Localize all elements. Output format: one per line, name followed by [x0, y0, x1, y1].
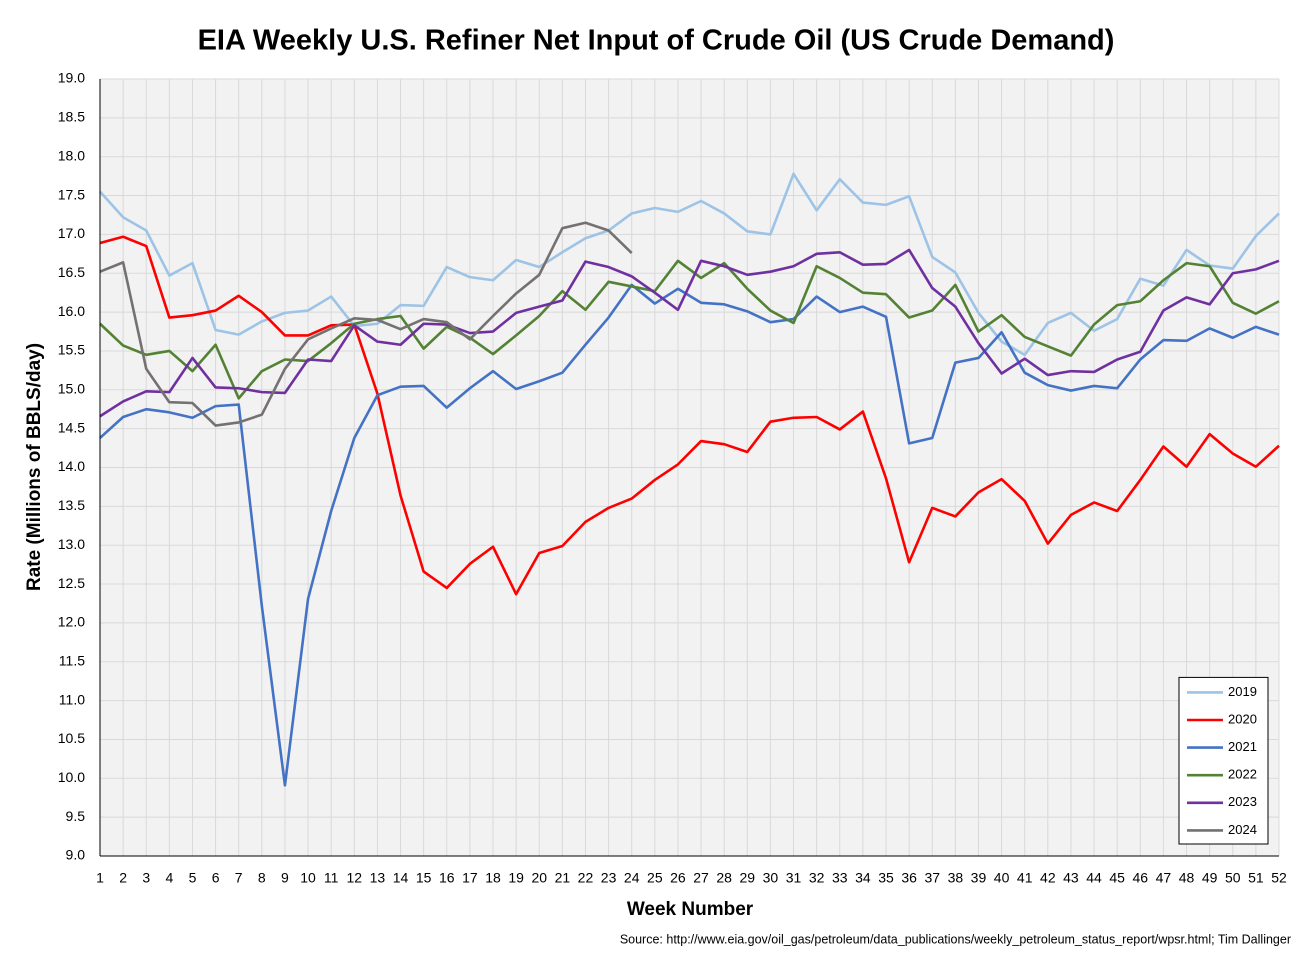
- x-tick-label: 14: [393, 870, 409, 886]
- x-tick-label: 46: [1133, 870, 1149, 886]
- x-tick-label: 35: [878, 870, 894, 886]
- x-tick-label: 38: [948, 870, 964, 886]
- legend-label: 2021: [1228, 739, 1257, 754]
- y-tick-label: 15.5: [58, 342, 85, 358]
- x-tick-label: 8: [258, 870, 266, 886]
- x-tick-label: 17: [462, 870, 478, 886]
- y-tick-label: 13.5: [58, 497, 85, 513]
- x-tick-label: 51: [1248, 870, 1264, 886]
- y-tick-label: 9.0: [66, 847, 86, 863]
- x-tick-label: 4: [165, 870, 173, 886]
- x-tick-label: 5: [189, 870, 197, 886]
- y-tick-label: 9.5: [66, 808, 86, 824]
- x-tick-label: 9: [281, 870, 289, 886]
- x-tick-label: 13: [370, 870, 386, 886]
- x-tick-label: 10: [300, 870, 316, 886]
- x-tick-label: 52: [1271, 870, 1287, 886]
- y-tick-label: 18.0: [58, 147, 85, 163]
- x-tick-label: 2: [119, 870, 127, 886]
- x-tick-label: 25: [647, 870, 663, 886]
- legend-box: [1178, 676, 1269, 845]
- x-tick-label: 39: [971, 870, 987, 886]
- x-tick-label: 42: [1040, 870, 1056, 886]
- y-tick-label: 14.0: [58, 458, 85, 474]
- y-tick-label: 10.0: [58, 769, 85, 785]
- series-line: [99, 221, 633, 427]
- y-tick-label: 18.5: [58, 109, 85, 125]
- x-tick-label: 18: [485, 870, 501, 886]
- x-tick-label: 12: [347, 870, 363, 886]
- x-tick-label: 33: [832, 870, 848, 886]
- x-tick-label: 26: [670, 870, 686, 886]
- y-tick-label: 17.5: [58, 186, 85, 202]
- x-tick-label: 7: [235, 870, 243, 886]
- x-tick-label: 23: [601, 870, 617, 886]
- x-tick-label: 45: [1109, 870, 1125, 886]
- y-tick-label: 12.5: [58, 575, 85, 591]
- x-tick-label: 28: [716, 870, 732, 886]
- y-axis-title: Rate (Millions of BBLS/day): [24, 343, 45, 591]
- series-line: [99, 172, 1280, 357]
- legend-label: 2024: [1228, 822, 1257, 837]
- x-tick-label: 31: [786, 870, 802, 886]
- x-tick-label: 3: [142, 870, 150, 886]
- x-tick-label: 50: [1225, 870, 1241, 886]
- x-tick-label: 43: [1063, 870, 1079, 886]
- y-tick-label: 14.5: [58, 419, 85, 435]
- legend-label: 2022: [1228, 767, 1257, 782]
- x-tick-label: 47: [1156, 870, 1172, 886]
- x-tick-label: 34: [855, 870, 871, 886]
- legend-label: 2020: [1228, 711, 1257, 726]
- x-tick-label: 49: [1202, 870, 1218, 886]
- x-tick-label: 24: [624, 870, 640, 886]
- y-tick-label: 16.5: [58, 264, 85, 280]
- y-tick-label: 11.0: [59, 691, 85, 707]
- x-tick-label: 1: [96, 870, 104, 886]
- y-tick-label: 17.0: [58, 225, 85, 241]
- series-line: [99, 235, 1280, 596]
- x-tick-label: 15: [416, 870, 432, 886]
- x-tick-label: 41: [1017, 870, 1033, 886]
- y-tick-label: 19.0: [58, 70, 85, 86]
- x-tick-label: 36: [901, 870, 917, 886]
- x-tick-label: 19: [508, 870, 524, 886]
- y-tick-label: 11.5: [59, 652, 85, 668]
- y-tick-label: 12.0: [58, 614, 85, 630]
- series-line: [99, 248, 1280, 418]
- y-tick-label: 15.0: [58, 381, 85, 397]
- y-tick-label: 10.5: [58, 730, 85, 746]
- x-tick-label: 30: [763, 870, 779, 886]
- x-axis-title: Week Number: [627, 899, 754, 920]
- x-tick-label: 11: [324, 870, 339, 886]
- x-tick-label: 16: [439, 870, 455, 886]
- x-tick-label: 21: [555, 870, 571, 886]
- series-line: [99, 259, 1280, 400]
- x-tick-label: 29: [740, 870, 756, 886]
- chart-title: EIA Weekly U.S. Refiner Net Input of Cru…: [198, 25, 1115, 57]
- x-tick-label: 22: [578, 870, 594, 886]
- x-tick-label: 6: [212, 870, 220, 886]
- y-tick-label: 13.0: [58, 536, 85, 552]
- x-tick-label: 37: [924, 870, 940, 886]
- series-line: [99, 283, 1280, 787]
- y-tick-label: 16.0: [58, 303, 85, 319]
- legend-label: 2019: [1228, 684, 1257, 699]
- x-tick-label: 48: [1179, 870, 1195, 886]
- x-tick-label: 32: [809, 870, 825, 886]
- x-tick-label: 44: [1086, 870, 1102, 886]
- x-tick-label: 20: [531, 870, 547, 886]
- source-note: Source: http://www.eia.gov/oil_gas/petro…: [620, 932, 1291, 946]
- legend-label: 2023: [1228, 794, 1257, 809]
- x-tick-label: 40: [994, 870, 1010, 886]
- x-tick-label: 27: [693, 870, 709, 886]
